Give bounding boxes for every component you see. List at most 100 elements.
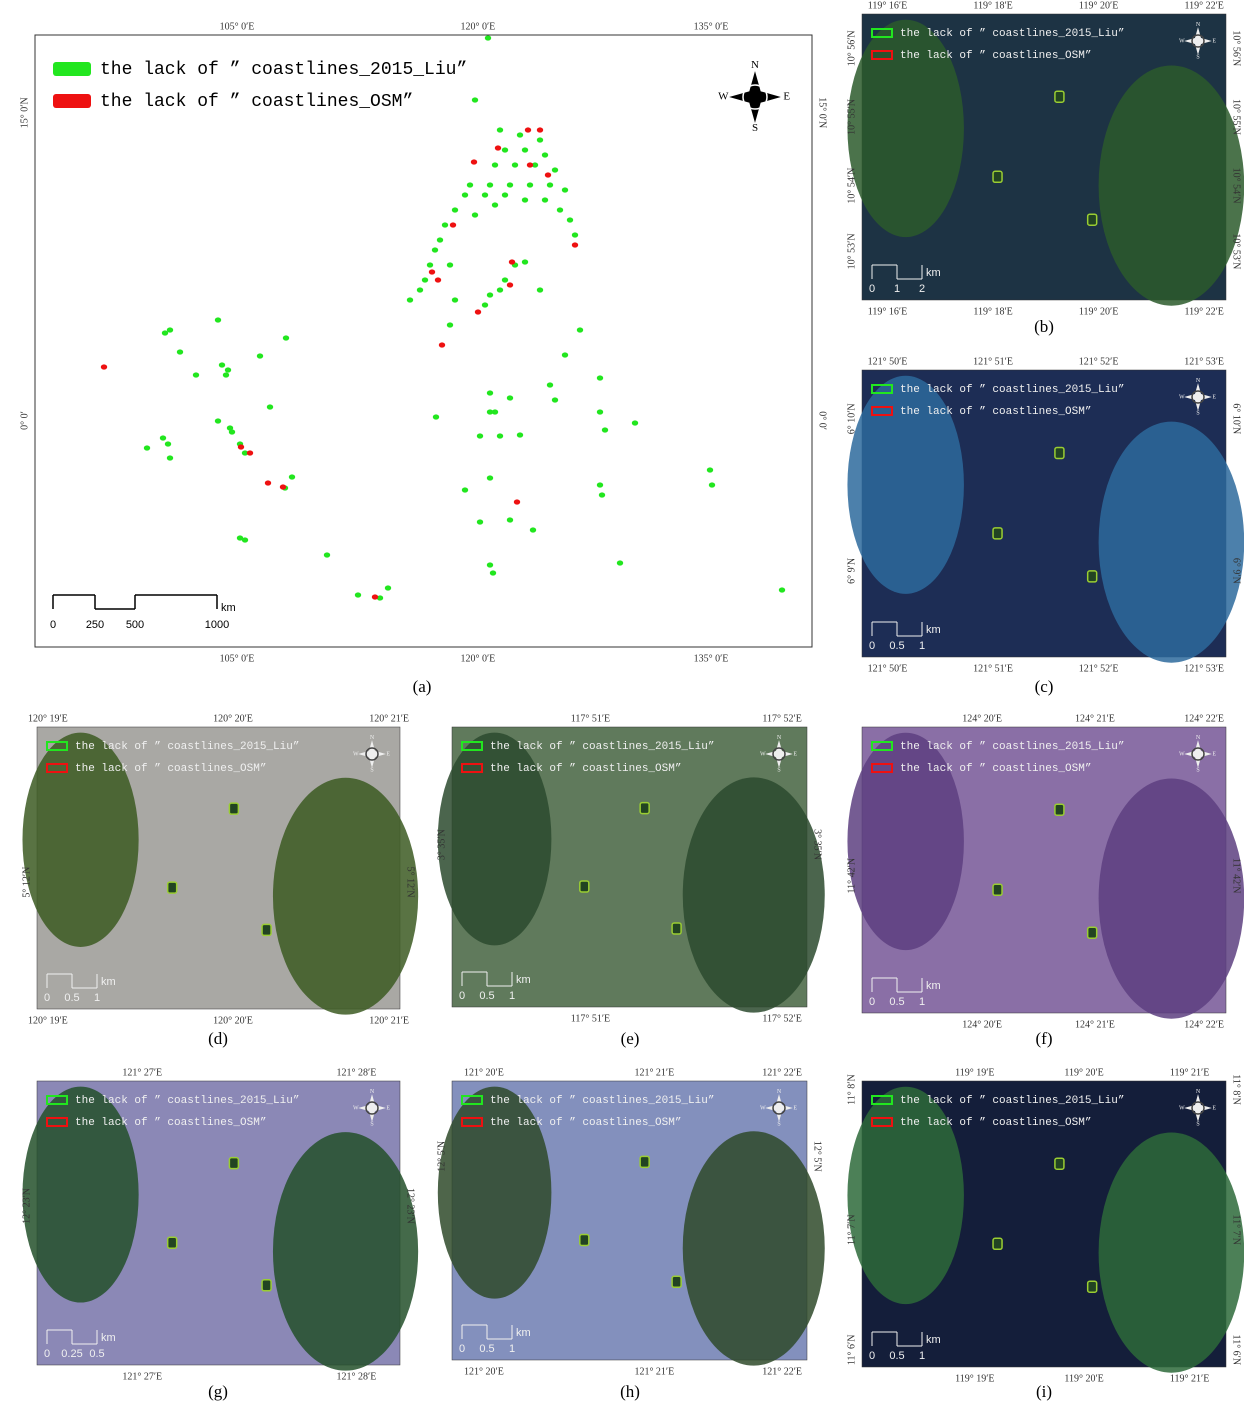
gap-dot bbox=[572, 232, 578, 237]
gap-dot bbox=[372, 594, 378, 599]
islet-outline bbox=[1088, 927, 1097, 938]
compass-letter: E bbox=[1212, 394, 1216, 400]
gap-dot bbox=[324, 552, 330, 557]
scale-label: 250 bbox=[86, 619, 104, 631]
scale-label: 0 bbox=[44, 992, 50, 1004]
gap-dot bbox=[193, 372, 199, 377]
gap-dot bbox=[452, 297, 458, 302]
latitude-label: 11° 8′N bbox=[846, 1074, 857, 1105]
longitude-label: 124° 22′E bbox=[1184, 1019, 1224, 1030]
scale-unit: km bbox=[221, 602, 236, 614]
gap-dot bbox=[547, 382, 553, 387]
gap-dot bbox=[562, 187, 568, 192]
latitude-label: 6° 9′N bbox=[846, 558, 857, 584]
gap-dot bbox=[552, 397, 558, 402]
gap-dot bbox=[492, 409, 498, 414]
gap-dot bbox=[709, 482, 715, 487]
gap-dot bbox=[482, 302, 488, 307]
islet-outline bbox=[229, 803, 238, 814]
gap-dot bbox=[385, 585, 391, 590]
longitude-label: 121° 50′E bbox=[868, 356, 908, 367]
latitude-label: 10° 56′N bbox=[1231, 30, 1242, 66]
latitude-label: 6° 10′N bbox=[1231, 403, 1242, 434]
compass-letter: W bbox=[1179, 394, 1185, 400]
gap-dot bbox=[552, 167, 558, 172]
latitude-label: 10° 55′N bbox=[1231, 99, 1242, 135]
gap-dot bbox=[572, 242, 578, 247]
panel-caption: (c) bbox=[1035, 677, 1054, 696]
compass-letter: W bbox=[1179, 38, 1185, 44]
panel-caption: (g) bbox=[208, 1382, 228, 1401]
gap-dot bbox=[507, 282, 513, 287]
land bbox=[683, 1131, 825, 1365]
scale-label: 0.5 bbox=[889, 996, 904, 1008]
gap-dot bbox=[502, 277, 508, 282]
panel-caption: (a) bbox=[413, 677, 432, 696]
compass-letter: S bbox=[1196, 1122, 1199, 1128]
scale-label: 1 bbox=[919, 640, 925, 652]
islet-outline bbox=[1055, 1158, 1064, 1169]
latitude-label: 12° 5′N bbox=[436, 1141, 447, 1172]
gap-dot bbox=[238, 444, 244, 449]
latitude-label: 10° 55′N bbox=[846, 99, 857, 135]
legend-label: the lack of ” coastlines_2015_Liu” bbox=[900, 1095, 1124, 1107]
longitude-label: 117° 51′E bbox=[571, 713, 610, 724]
gap-dot bbox=[517, 132, 523, 137]
islet-outline bbox=[993, 171, 1002, 182]
gap-dot bbox=[475, 309, 481, 314]
compass-letter: W bbox=[760, 751, 766, 757]
longitude-label: 105° 0′E bbox=[220, 653, 255, 664]
latitude-label: 3° 35′N bbox=[812, 829, 823, 860]
longitude-label: 121° 28′E bbox=[337, 1067, 377, 1078]
compass-letter: N bbox=[777, 1089, 782, 1095]
longitude-label: 121° 28′E bbox=[337, 1371, 377, 1382]
gap-dot bbox=[165, 441, 171, 446]
gap-dot bbox=[597, 482, 603, 487]
land bbox=[1099, 65, 1244, 305]
longitude-label: 119° 20′E bbox=[1079, 306, 1118, 317]
longitude-label: 121° 52′E bbox=[1079, 663, 1119, 674]
longitude-label: 121° 27′E bbox=[122, 1371, 162, 1382]
panel-caption: (e) bbox=[621, 1029, 640, 1048]
longitude-label: 119° 16′E bbox=[868, 306, 907, 317]
longitude-label: 119° 22′E bbox=[1184, 306, 1223, 317]
scale-label: 0 bbox=[50, 619, 56, 631]
latitude-label: 11° 7′N bbox=[846, 1214, 857, 1245]
gap-dot bbox=[462, 192, 468, 197]
compass-letter: W bbox=[1179, 751, 1185, 757]
latitude-label: 12° 5′N bbox=[812, 1141, 823, 1172]
legend-label: the lack of ” coastlines_OSM” bbox=[900, 406, 1091, 418]
gap-dot bbox=[407, 297, 413, 302]
gap-dot bbox=[567, 217, 573, 222]
panel-caption: (h) bbox=[620, 1382, 640, 1401]
gap-dot bbox=[167, 455, 173, 460]
gap-dot bbox=[433, 414, 439, 419]
legend-label: the lack of ” coastlines_OSM” bbox=[900, 763, 1091, 775]
scale-unit: km bbox=[926, 980, 941, 992]
latitude-label: 0° 0′ bbox=[19, 411, 30, 430]
scale-unit: km bbox=[516, 1327, 531, 1339]
gap-dot bbox=[472, 97, 478, 102]
compass-letter: W bbox=[353, 751, 359, 757]
gap-dot bbox=[557, 207, 563, 212]
islet-outline bbox=[1055, 804, 1064, 815]
scale-label: 0.5 bbox=[479, 1343, 494, 1355]
gap-dot bbox=[492, 202, 498, 207]
latitude-label: 5° 12′N bbox=[21, 867, 32, 898]
gap-dot bbox=[487, 182, 493, 187]
islet-outline bbox=[640, 1156, 649, 1167]
islet-outline bbox=[993, 1238, 1002, 1249]
scale-label: 0 bbox=[459, 1343, 465, 1355]
compass-letter: N bbox=[777, 735, 782, 741]
compass-letter: W bbox=[760, 1105, 766, 1111]
gap-dot bbox=[219, 362, 225, 367]
gap-dot bbox=[597, 409, 603, 414]
gap-dot bbox=[502, 192, 508, 197]
gap-dot bbox=[417, 287, 423, 292]
islet-outline bbox=[1055, 91, 1064, 102]
compass-letter: E bbox=[1212, 751, 1216, 757]
scale-label: 0 bbox=[869, 996, 875, 1008]
gap-dot bbox=[229, 429, 235, 434]
gap-dot bbox=[487, 390, 493, 395]
compass-letter: E bbox=[1212, 38, 1216, 44]
